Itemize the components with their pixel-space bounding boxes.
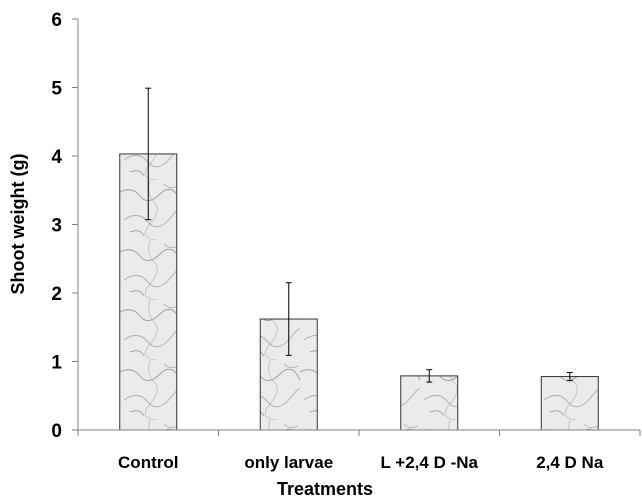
error-bar-1 (285, 282, 292, 356)
y-tick-label: 1 (51, 353, 62, 374)
bar-3 (540, 376, 599, 431)
y-axis-title: Shoot weight (g) (8, 154, 28, 295)
y-tick-label: 6 (51, 10, 62, 31)
bar-2 (400, 375, 459, 431)
error-bar-2 (426, 369, 433, 383)
error-bar-0 (145, 87, 152, 221)
x-category-label: L +2,4 D -Na (381, 453, 479, 472)
y-tick-label: 3 (51, 216, 62, 237)
y-tick-label: 4 (51, 147, 62, 168)
y-tick-label: 5 (51, 79, 62, 100)
y-tick-label: 2 (51, 284, 62, 305)
x-category-label: 2,4 D Na (536, 453, 604, 472)
x-category-label: Control (118, 453, 178, 472)
x-category-label: only larvae (244, 453, 333, 472)
error-bar-3 (566, 371, 573, 382)
x-axis-title: Treatments (277, 479, 373, 499)
y-tick-label: 0 (51, 421, 62, 442)
